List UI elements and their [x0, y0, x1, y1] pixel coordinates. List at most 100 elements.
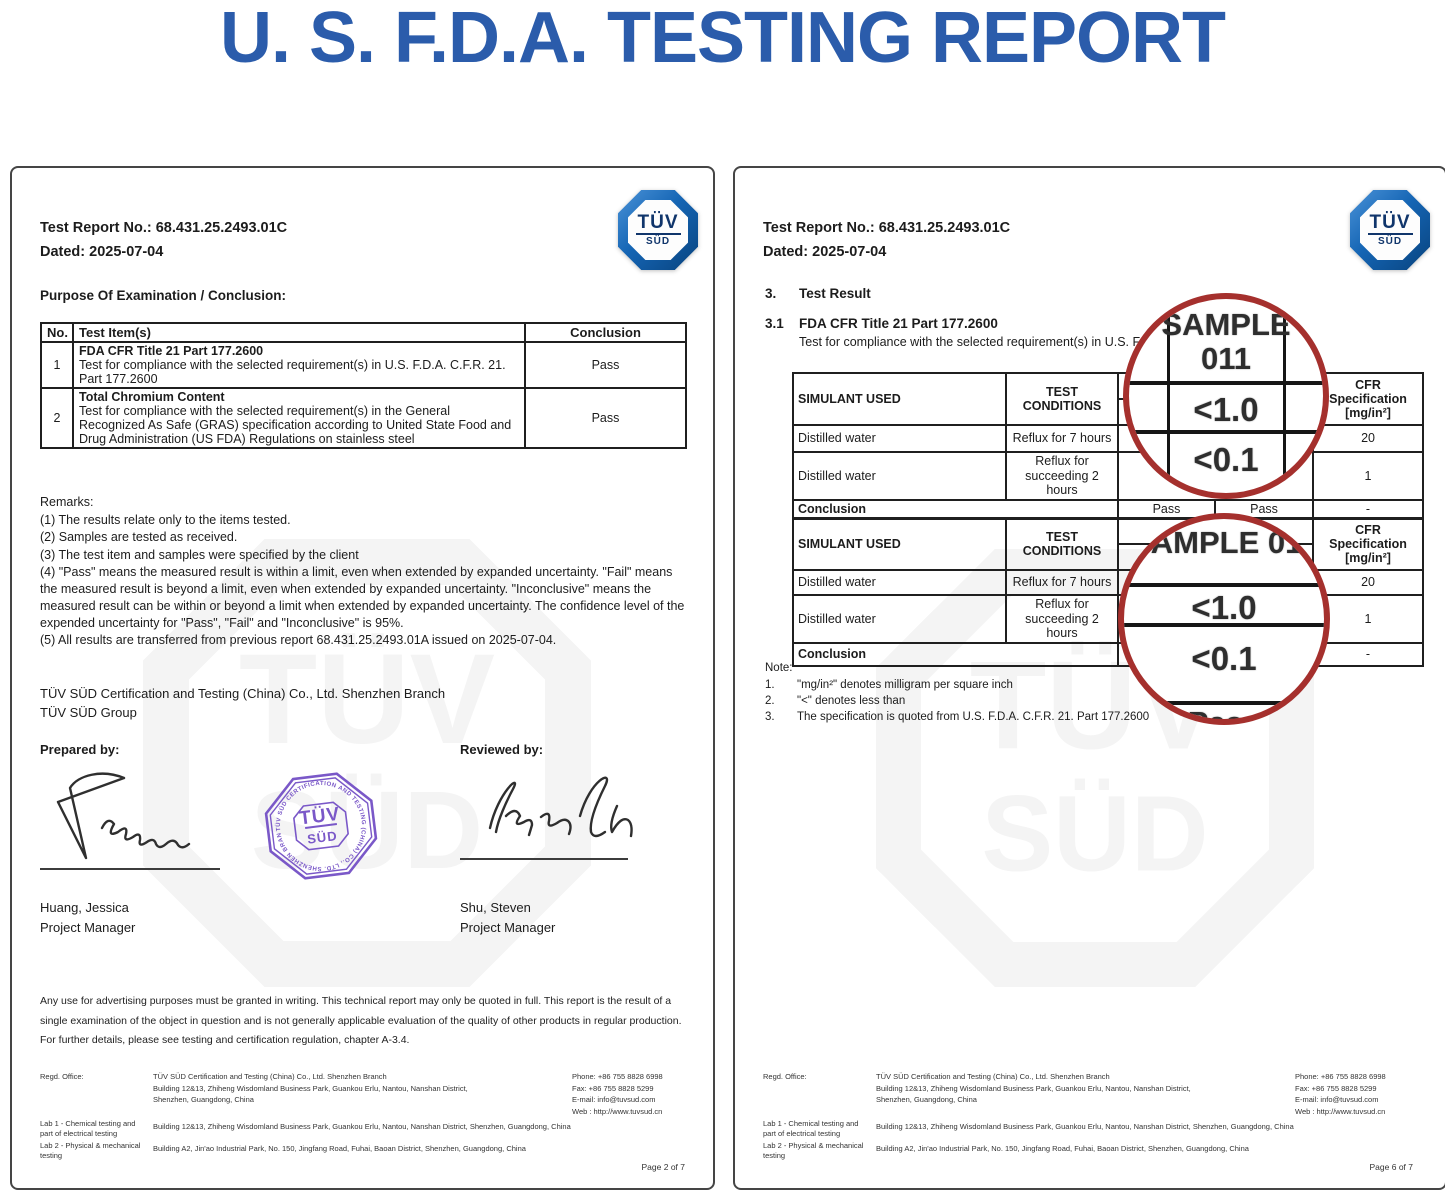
contact-info: Phone: +86 755 8828 6998 Fax: +86 755 88…	[572, 1071, 663, 1117]
remark-item: (2) Samples are tested as received.	[40, 530, 238, 544]
email: E-mail: info@tuvsud.com	[572, 1095, 656, 1104]
simulant-cell: Distilled water	[792, 594, 1007, 644]
col-no: No.	[40, 322, 74, 343]
report-page-6: TÜV SÜD Test Report No.: 68.431.25.2493.…	[733, 166, 1445, 1190]
subsection-number: 3.1	[765, 316, 784, 331]
web: Web : http://www.tuvsud.cn	[572, 1106, 663, 1116]
report-number: Test Report No.: 68.431.25.2493.01C	[40, 220, 288, 236]
preparer-signature-line	[40, 868, 220, 870]
row-no: 1	[40, 341, 74, 389]
conclusion-label: Conclusion	[792, 641, 1119, 667]
fax: Fax: +86 755 8828 5299	[572, 1083, 654, 1093]
col-cfr: CFR Specification [mg/in²]	[1312, 517, 1425, 571]
remarks-heading: Remarks:	[40, 495, 94, 509]
lab1-address: Building 12&13, Zhiheng Wisdomland Busin…	[153, 1122, 571, 1131]
cfr-cell: 1	[1312, 451, 1425, 501]
fax: Fax: +86 755 8828 5299	[1295, 1083, 1377, 1093]
magnified-result-2: <0.1	[1191, 640, 1257, 677]
table-row: 1 FDA CFR Title 21 Part 177.2600 Test fo…	[40, 341, 687, 389]
result-table-2: SIMULANT USED TEST CONDITIONS RESULTS CF…	[792, 517, 1425, 667]
lab1-label: Lab 1 - Chemical testing and part of ele…	[40, 1119, 136, 1138]
conditions-cell: Reflux for 7 hours	[1005, 424, 1119, 453]
magnified-conclusion: Pass	[1187, 705, 1261, 725]
simulant-cell: Distilled water	[792, 451, 1007, 501]
test-item-title: FDA CFR Title 21 Part 177.2600	[79, 344, 264, 358]
simulant-cell: Distilled water	[792, 569, 1007, 596]
logo-tuv-text: TÜV	[635, 212, 681, 235]
conditions-cell: Reflux for succeeding 2 hours	[1005, 594, 1119, 644]
note-text: "mg/in²" denotes milligram per square in…	[797, 679, 1013, 691]
remark-item: (3) The test item and samples were speci…	[40, 547, 359, 562]
conditions-cell: Reflux for 7 hours	[1005, 569, 1119, 596]
magnified-result-2: <0.1	[1193, 441, 1259, 478]
conclusion-table: No. Test Item(s) Conclusion 1 FDA CFR Ti…	[40, 322, 687, 449]
lab2-label: Lab 2 - Physical & mechanical testing	[40, 1141, 141, 1160]
logo-sud-text: SÜD	[1377, 236, 1403, 247]
lab1-label: Lab 1 - Chemical testing and part of ele…	[763, 1119, 859, 1138]
report-date: Dated: 2025-07-04	[40, 244, 164, 260]
svg-text:SÜD: SÜD	[981, 774, 1208, 894]
result-table-1: SIMULANT USED TEST CONDITIONS RESULTS CF…	[792, 372, 1425, 520]
note-text: The specification is quoted from U.S. F.…	[797, 711, 1150, 723]
subsection-title: FDA CFR Title 21 Part 177.2600	[799, 316, 998, 331]
disclaimer-text: Any use for advertising purposes must be…	[40, 995, 682, 1046]
magnified-sample-label: SAMPLE	[1161, 307, 1291, 342]
preparer-title: Project Manager	[40, 920, 136, 935]
regd-office-label: Regd. Office:	[763, 1072, 807, 1081]
row-item: FDA CFR Title 21 Part 177.2600 Test for …	[72, 341, 526, 389]
lab1-address: Building 12&13, Zhiheng Wisdomland Busin…	[876, 1122, 1294, 1131]
page-number: Page 6 of 7	[1369, 1162, 1413, 1172]
col-conditions: TEST CONDITIONS	[1005, 372, 1119, 426]
col-simulant: SIMULANT USED	[792, 372, 1007, 426]
cfr-cell: 20	[1312, 569, 1425, 596]
logo-tuv-text: TÜV	[1367, 212, 1413, 235]
email: E-mail: info@tuvsud.com	[1295, 1095, 1379, 1104]
reviewed-by-label: Reviewed by:	[460, 742, 544, 757]
col-conclusion: Conclusion	[524, 322, 687, 343]
magnified-sample-label: SAMPLE 011	[1130, 525, 1318, 560]
report-date: Dated: 2025-07-04	[763, 244, 887, 260]
row-no: 2	[40, 387, 74, 449]
tuv-sud-logo-icon: TÜV SÜD	[1350, 190, 1430, 270]
magnified-result-1: <1.0	[1191, 589, 1257, 626]
conclusion-label: Conclusion	[792, 498, 1119, 520]
remarks-block: Remarks: (1) The results relate only to …	[40, 494, 692, 650]
regd-office-address: TÜV SÜD Certification and Testing (China…	[876, 1072, 1191, 1104]
col-cfr: CFR Specification [mg/in²]	[1312, 372, 1425, 426]
note-heading: Note:	[765, 662, 793, 674]
simulant-cell: Distilled water	[792, 424, 1007, 453]
reviewer-name: Shu, Steven	[460, 900, 531, 915]
purpose-heading: Purpose Of Examination / Conclusion:	[40, 288, 287, 303]
col-test-items: Test Item(s)	[72, 322, 526, 343]
conditions-cell: Reflux for succeeding 2 hours	[1005, 451, 1119, 501]
web: Web : http://www.tuvsud.cn	[1295, 1106, 1386, 1116]
table-header-row: SIMULANT USED TEST CONDITIONS RESULTS CF…	[792, 517, 1425, 571]
conclusion-row: Conclusion Pass Pass -	[792, 641, 1425, 667]
table-row: Distilled water Reflux for succeeding 2 …	[792, 451, 1425, 501]
conclusion-cfr: -	[1312, 641, 1425, 667]
col-conditions: TEST CONDITIONS	[1005, 517, 1119, 571]
conclusion-cfr: -	[1312, 498, 1425, 520]
lab2-label: Lab 2 - Physical & mechanical testing	[763, 1141, 864, 1160]
magnified-sample-number: 011	[1200, 341, 1251, 376]
magnified-result-1: <1.0	[1193, 391, 1259, 428]
prepared-by-label: Prepared by:	[40, 742, 120, 757]
magnifier-circle-1: SAMPLE 011 <1.0 <0.1	[1123, 293, 1329, 499]
note-number: 1.	[765, 679, 775, 691]
section-title: Test Result	[799, 286, 871, 301]
contact-info: Phone: +86 755 8828 6998 Fax: +86 755 88…	[1295, 1071, 1386, 1117]
phone: Phone: +86 755 8828 6998	[1295, 1072, 1386, 1081]
row-conclusion: Pass	[524, 341, 687, 389]
row-item: Total Chromium Content Test for complian…	[72, 387, 526, 449]
note-number: 2.	[765, 695, 775, 707]
col-simulant: SIMULANT USED	[792, 517, 1007, 571]
preparer-signature	[56, 772, 191, 860]
page-title: U. S. F.D.A. TESTING REPORT	[219, 0, 1226, 78]
remark-item: (4) "Pass" means the measured result is …	[40, 565, 685, 630]
reviewer-signature	[488, 776, 633, 838]
table-row: Distilled water Reflux for 7 hours <1.0 …	[792, 569, 1425, 596]
tuv-stamp-icon: TÜV SÜD CERTIFICATION AND TESTING (CHINA…	[264, 772, 378, 880]
conclusion-row: Conclusion Pass Pass -	[792, 498, 1425, 520]
table-row: Distilled water Reflux for 7 hours <1.0 …	[792, 424, 1425, 453]
